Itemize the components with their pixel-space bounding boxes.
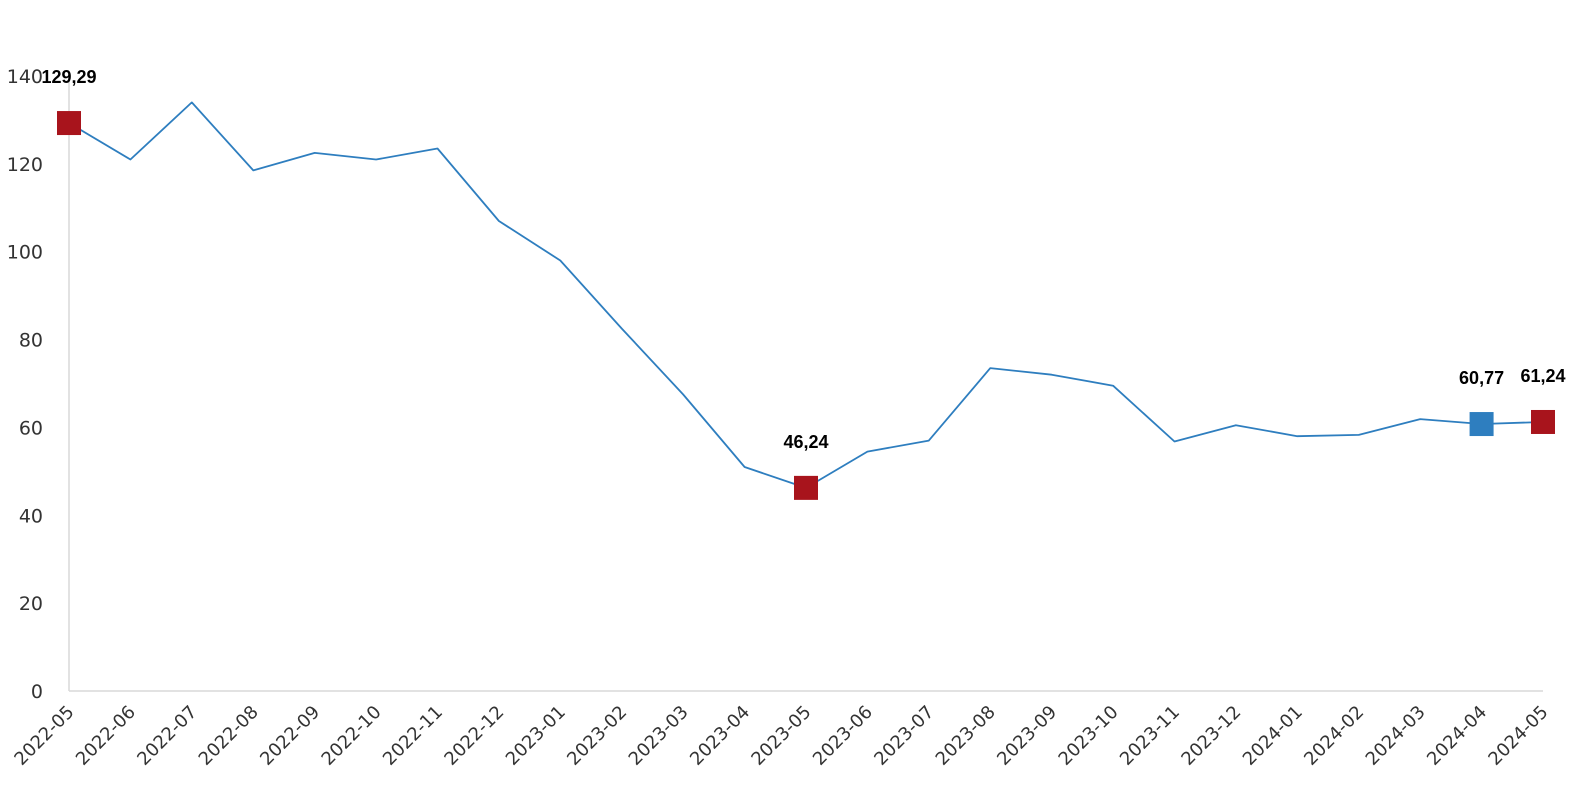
x-tick-label: 2023-06 xyxy=(809,702,877,770)
x-tick-label: 2024-01 xyxy=(1239,702,1307,770)
x-tick-label: 2024-04 xyxy=(1423,702,1491,770)
marker-layer xyxy=(57,111,1555,500)
x-tick-label: 2024-03 xyxy=(1362,702,1430,770)
x-tick-label: 2022-05 xyxy=(10,702,78,770)
x-tick-label: 2022-11 xyxy=(379,702,447,770)
x-tick-label: 2023-10 xyxy=(1055,702,1123,770)
data-label-layer: 129,29 46,24 60,77 61,24 xyxy=(41,67,1565,452)
x-tick-label: 2022-06 xyxy=(72,702,140,770)
data-label: 60,77 xyxy=(1459,368,1504,388)
y-tick-label: 100 xyxy=(7,242,43,264)
x-tick-label: 2022-09 xyxy=(256,702,324,770)
x-tick-label: 2023-02 xyxy=(563,702,631,770)
data-point-marker xyxy=(57,111,81,136)
y-axis: 0 20 40 60 80 100 120 140 xyxy=(7,66,70,703)
x-tick-label: 2022-12 xyxy=(440,702,508,770)
x-tick-label: 2024-02 xyxy=(1300,702,1368,770)
y-tick-label: 120 xyxy=(7,154,43,176)
x-tick-label: 2023-03 xyxy=(625,702,693,770)
y-tick-label: 40 xyxy=(19,505,43,527)
y-tick-label: 140 xyxy=(7,66,43,88)
x-tick-label: 2023-04 xyxy=(686,702,754,770)
y-tick-label: 60 xyxy=(19,417,43,439)
x-tick-label: 2022-07 xyxy=(133,702,201,770)
series-line xyxy=(68,101,1544,489)
x-tick-label: 2022-10 xyxy=(318,702,386,770)
y-tick-label: 0 xyxy=(31,681,43,703)
data-label: 46,24 xyxy=(783,432,828,452)
x-tick-label: 2023-11 xyxy=(1116,702,1184,770)
data-label: 61,24 xyxy=(1520,366,1565,386)
series-layer xyxy=(68,101,1544,489)
data-point-marker xyxy=(1531,409,1555,434)
x-tick-label: 2022-08 xyxy=(195,702,263,770)
x-tick-label: 2023-09 xyxy=(993,702,1061,770)
data-label: 129,29 xyxy=(41,67,96,87)
x-tick-label: 2023-08 xyxy=(932,702,1000,770)
y-tick-label: 80 xyxy=(19,330,43,352)
x-tick-label: 2023-01 xyxy=(502,702,570,770)
x-tick-label: 2024-05 xyxy=(1484,702,1552,770)
x-axis: 2022-052022-062022-072022-082022-092022-… xyxy=(10,690,1553,770)
x-tick-label: 2023-05 xyxy=(747,702,815,770)
x-tick-label: 2023-07 xyxy=(870,702,938,770)
x-tick-label: 2023-12 xyxy=(1177,702,1245,770)
y-tick-label: 20 xyxy=(19,593,43,615)
data-point-marker xyxy=(794,475,818,500)
data-point-marker xyxy=(1469,412,1494,437)
